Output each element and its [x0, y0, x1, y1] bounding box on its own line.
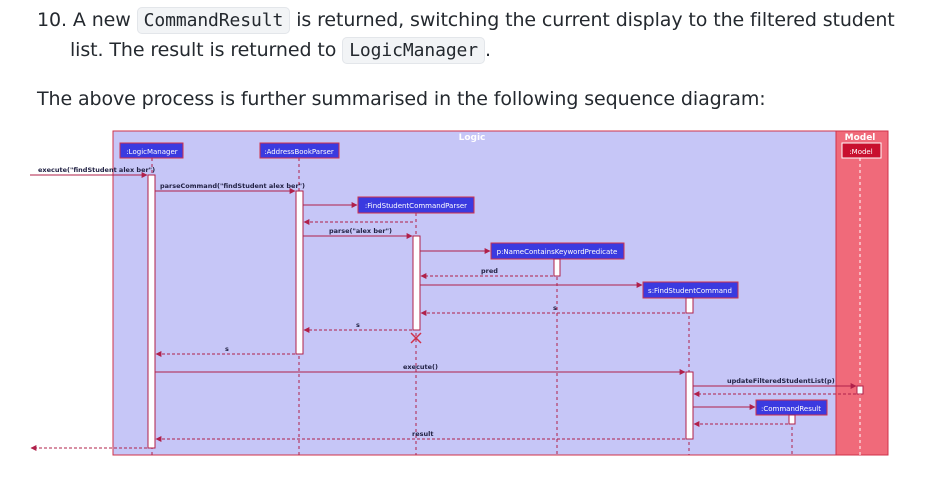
- participant-find-student-command-parser: [357, 196, 475, 214]
- step-10-line-2: list. The result is returned to LogicMan…: [70, 37, 491, 64]
- participant-find-student-command-label: s:FindStudentCommand: [648, 287, 732, 295]
- participant-find-student-command-parser-label: :FindStudentCommandParser: [365, 202, 467, 210]
- participant-address-book-parser: [259, 142, 340, 159]
- step-text-3: list. The result is returned to: [70, 39, 337, 61]
- code-logic-manager: LogicManager: [342, 37, 486, 64]
- label-execute: execute(): [403, 363, 438, 371]
- destroy-mark: [410, 332, 422, 344]
- label-parse: parse("alex ber"): [329, 227, 392, 235]
- step-10-line-1: 10. A new CommandResult is returned, swi…: [37, 7, 895, 34]
- participant-command-result-label: :CommandResult: [761, 405, 821, 413]
- label-update-filtered: updateFilteredStudentList(p): [727, 377, 835, 385]
- label-s-2: s: [356, 321, 360, 329]
- activation-command-result: [788, 414, 796, 425]
- participant-logic-manager-label: :LogicManager: [126, 148, 177, 156]
- participant-model-label: :Model: [849, 148, 872, 156]
- model-frame-label: Model: [845, 133, 876, 143]
- activation-find-student-command-parser: [412, 235, 421, 331]
- activation-find-student-command: [685, 371, 694, 440]
- model-frame: [835, 130, 889, 456]
- label-s-3: s: [225, 345, 229, 353]
- activation-logic-manager: [147, 174, 156, 449]
- label-result: result: [412, 430, 433, 438]
- step-text-1: A new: [72, 9, 131, 31]
- logic-frame-label: Logic: [459, 133, 486, 143]
- participant-predicate-label: p:NameContainsKeywordPredicate: [497, 248, 618, 256]
- label-parse-command: parseCommand("findStudent alex ber"): [160, 182, 305, 190]
- participant-model: [841, 142, 882, 159]
- step-text-2: is returned, switching the current displ…: [296, 9, 895, 31]
- activation-find-student-command-init: [685, 297, 694, 314]
- summary-paragraph: The above process is further summarised …: [37, 88, 766, 110]
- participant-logic-manager: [119, 142, 184, 159]
- activation-address-book-parser: [295, 190, 304, 355]
- activation-predicate: [553, 258, 561, 277]
- label-pred: pred: [481, 267, 498, 275]
- step-number: 10.: [37, 9, 67, 31]
- label-s-1: s: [553, 304, 557, 312]
- step-text-4: .: [485, 39, 491, 61]
- code-command-result: CommandResult: [136, 7, 291, 34]
- participant-address-book-parser-label: :AddressBookParser: [264, 148, 334, 156]
- activation-model: [856, 385, 864, 395]
- label-execute-call: execute("findStudent alex ber"): [38, 166, 155, 174]
